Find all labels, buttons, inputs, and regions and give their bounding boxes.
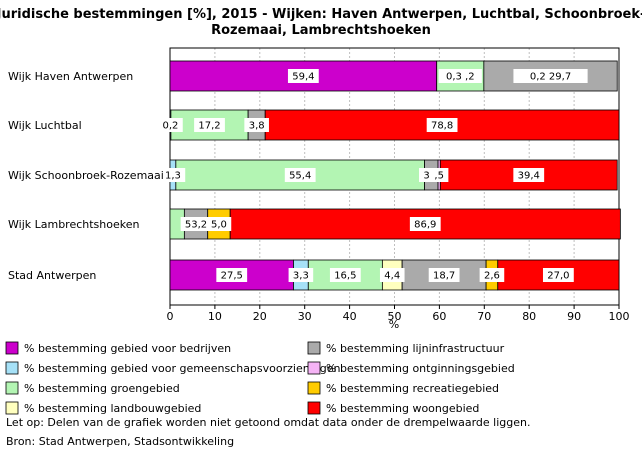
data-label-box (513, 168, 545, 182)
data-label: 27,5 (221, 271, 243, 282)
data-label: 0,2 (162, 121, 178, 132)
legend: % bestemming gebied voor bedrijven % best… (5, 341, 515, 415)
data-label: 0,2 29,7 (530, 72, 571, 83)
data-label: 55,4 (289, 171, 311, 182)
legend-swatch (307, 361, 321, 375)
data-label-box (194, 118, 225, 132)
data-label-box (428, 268, 460, 282)
category-label: Wijk Lambrechtshoeken (8, 218, 140, 231)
x-tick-label: 50 (388, 310, 402, 323)
bars-layer: 59,4 0,3 ,2 0,2 29,7 0,2 17,2 3,8 78,8 1,3 55,4 3… (158, 60, 621, 291)
chart-title-line-1: Juridische bestemmingen [%], 2015 - Wijk… (0, 7, 642, 22)
source-note: Bron: Stad Antwerpen, Stadsontwikkeling (6, 435, 234, 448)
data-label: 27,0 (547, 271, 569, 282)
x-tick-label: 30 (298, 310, 312, 323)
data-label: 2,6 (484, 271, 500, 282)
category-labels: Wijk Haven Antwerpen Wijk Luchtbal Wijk Sc… (8, 70, 164, 282)
x-tick-label: 80 (522, 310, 536, 323)
data-label: 4,4 (384, 271, 400, 282)
data-label-box (379, 268, 405, 282)
data-label: 59,4 (292, 72, 314, 83)
x-tick-label: 40 (343, 310, 357, 323)
data-label-box (160, 168, 186, 182)
data-label: 17,2 (198, 121, 220, 132)
data-label: 18,7 (433, 271, 455, 282)
data-label: 16,5 (334, 271, 356, 282)
data-label-box (158, 118, 183, 132)
category-label: Wijk Luchtbal (8, 119, 82, 132)
category-label: Wijk Haven Antwerpen (8, 70, 133, 83)
category-label: Stad Antwerpen (8, 269, 96, 282)
legend-swatch (5, 401, 19, 415)
data-label: 53,2 (185, 220, 207, 231)
data-label-box (216, 268, 248, 282)
legend-swatch (5, 381, 19, 395)
legend-label: % bestemming groengebied (24, 382, 180, 395)
x-tick-label: 0 (167, 310, 174, 323)
data-label-box (429, 168, 449, 182)
data-label: 5,0 (211, 220, 227, 231)
data-label: 3,3 (293, 271, 309, 282)
x-tick-label: 90 (567, 310, 581, 323)
data-label-box (287, 69, 319, 83)
legend-label: % bestemming recreatiegebied (326, 382, 499, 395)
data-label-box (284, 168, 316, 182)
data-label-box (288, 268, 314, 282)
x-tick-label: 70 (477, 310, 491, 323)
data-label-box (542, 268, 574, 282)
data-label-box (513, 69, 588, 83)
data-label-box (426, 118, 458, 132)
data-label: ,5 (434, 171, 444, 182)
legend-label: % bestemming woongebied (326, 402, 479, 415)
legend-swatch (307, 401, 321, 415)
x-tick-label: 20 (253, 310, 267, 323)
data-label: 0,3 ,2 (446, 72, 475, 83)
data-label-box (409, 217, 441, 231)
legend-swatch (5, 361, 19, 375)
data-label-box (180, 217, 212, 231)
chart-title-line-2: Rozemaai, Lambrechtshoeken (211, 23, 431, 38)
x-axis: 0 10 20 30 40 50 60 70 80 90 100 (167, 305, 630, 323)
data-label-box (206, 217, 232, 231)
data-label: 86,9 (414, 220, 436, 231)
legend-label: % bestemming gebied voor gemeenschapsvoo… (24, 362, 340, 375)
data-label: 3,8 (249, 121, 265, 132)
x-axis-label: % (389, 318, 399, 331)
legend-swatch (5, 341, 19, 355)
legend-label: % bestemming gebied voor bedrijven (24, 342, 231, 355)
threshold-note: Let op: Delen van de grafiek worden niet… (6, 416, 530, 429)
data-label-box (329, 268, 361, 282)
legend-label: % bestemming ontginningsgebied (326, 362, 515, 375)
category-label: Wijk Schoonbroek-Rozemaai (8, 169, 164, 182)
data-label-box (479, 268, 505, 282)
data-label: 78,8 (431, 121, 453, 132)
x-tick-label: 10 (208, 310, 222, 323)
data-label-box (438, 69, 482, 83)
legend-swatch (307, 341, 321, 355)
x-tick-label: 100 (609, 310, 630, 323)
data-label: 39,4 (518, 171, 540, 182)
x-tick-label: 60 (432, 310, 446, 323)
data-label-box (244, 118, 269, 132)
data-label: 1,3 (165, 171, 181, 182)
legend-label: % bestemming lijninfrastructuur (326, 342, 505, 355)
legend-label: % bestemming landbouwgebied (24, 402, 201, 415)
legend-swatch (307, 381, 321, 395)
